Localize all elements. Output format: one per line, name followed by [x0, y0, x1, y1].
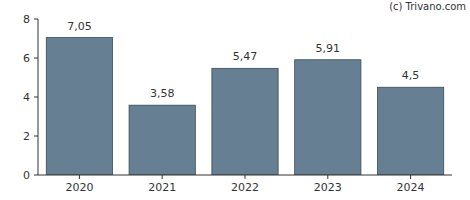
x-tick: [162, 175, 163, 179]
data-label: 3,58: [150, 87, 175, 100]
chart: 0 2 4 6 8 2020 2021 2022 2023 2024 7,05 3,58 5,47 5,9…: [0, 0, 470, 200]
y-tick: [34, 58, 38, 59]
x-tick: [245, 175, 246, 179]
bar: [46, 38, 112, 175]
x-tick: [410, 175, 411, 179]
bar: [129, 105, 195, 175]
y-tick-label: 6: [23, 52, 30, 65]
data-label: 4,5: [402, 69, 420, 82]
bars: [46, 38, 443, 175]
y-tick-label: 8: [23, 13, 30, 26]
x-tick-label: 2022: [231, 181, 259, 194]
bar: [295, 60, 361, 175]
data-label: 7,05: [67, 20, 92, 33]
y-tick-label: 4: [23, 91, 30, 104]
y-tick: [34, 136, 38, 137]
y-tick-label: 0: [23, 169, 30, 182]
bar: [377, 87, 443, 175]
data-label: 5,47: [233, 50, 258, 63]
y-tick: [34, 97, 38, 98]
y-tick: [34, 19, 38, 20]
x-tick-label: 2023: [314, 181, 342, 194]
annotation: (c) Trivano.com: [389, 1, 466, 12]
y-tick-label: 2: [23, 130, 30, 143]
bar: [212, 68, 278, 175]
x-tick-label: 2021: [148, 181, 176, 194]
x-tick: [327, 175, 328, 179]
data-label: 5,91: [316, 42, 341, 55]
x-tick: [79, 175, 80, 179]
x-tick-label: 2024: [397, 181, 425, 194]
y-tick: [34, 175, 38, 176]
x-tick-label: 2020: [65, 181, 93, 194]
